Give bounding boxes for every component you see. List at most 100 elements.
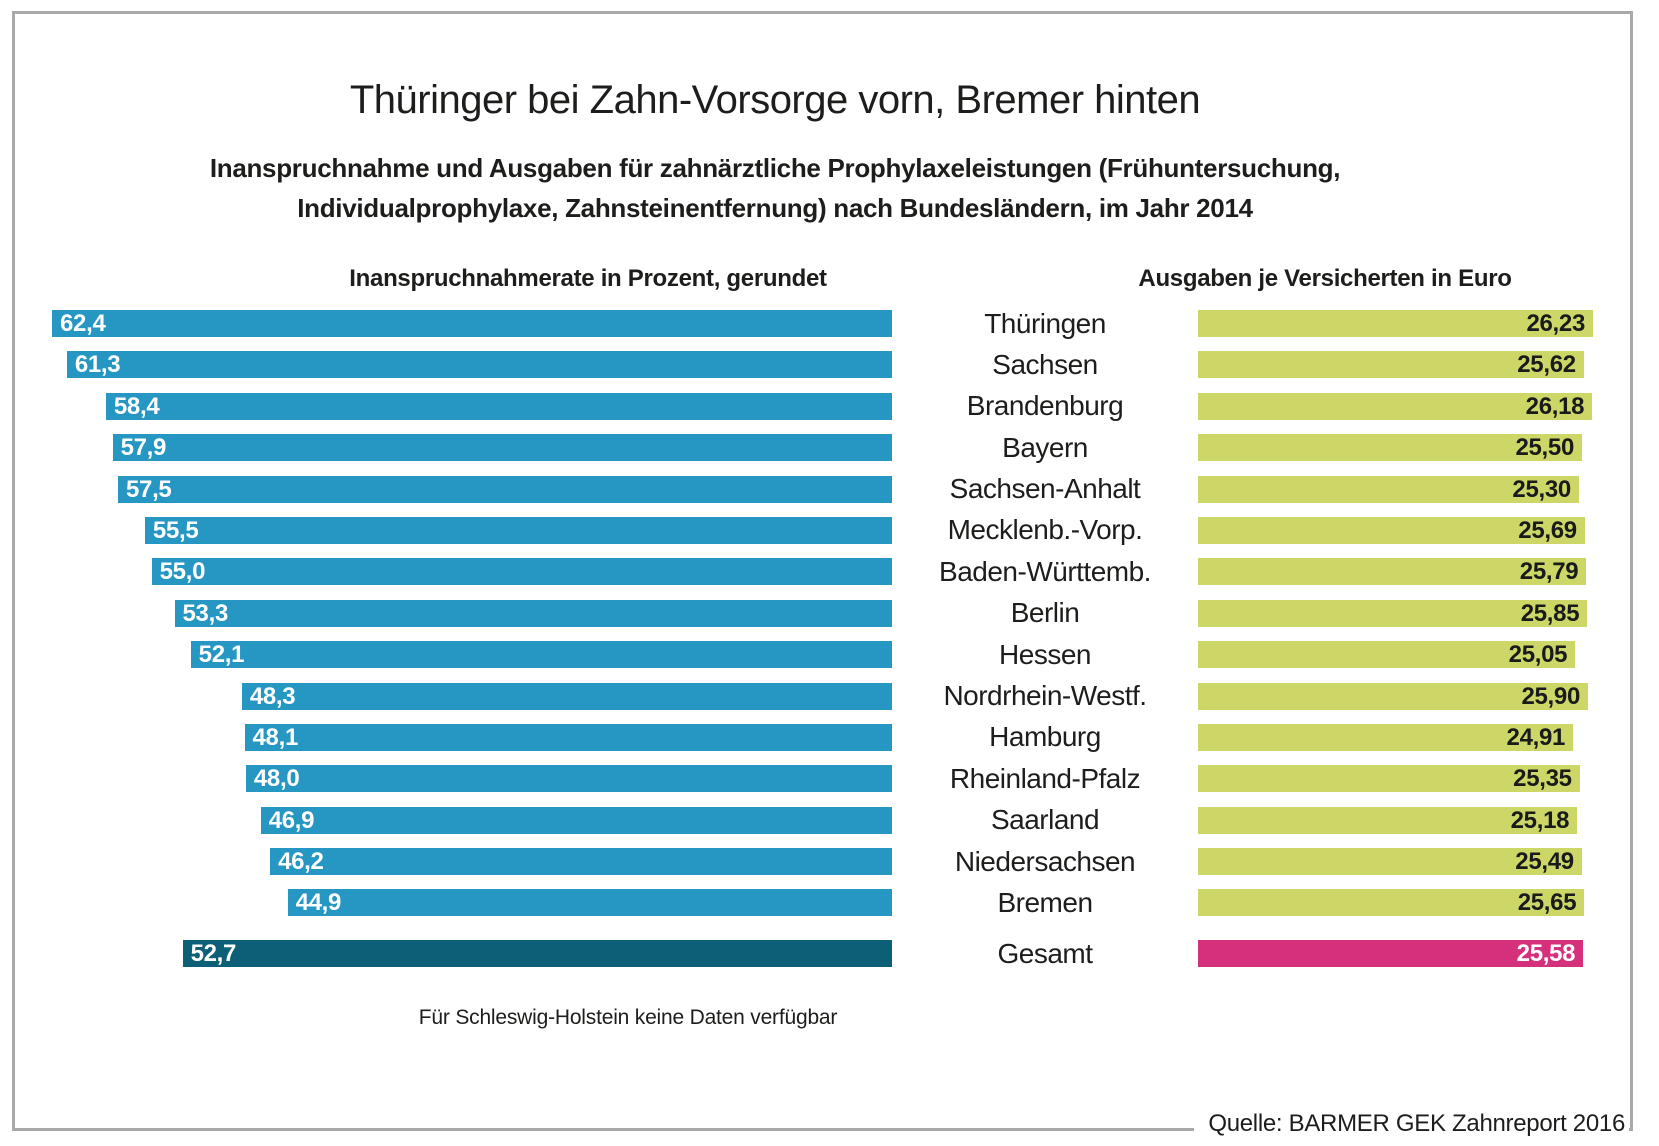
rate-bar: 52,1 <box>190 641 892 669</box>
rate-bar-track: 52,7 <box>52 940 892 968</box>
state-label: Mecklenb.-Vorp. <box>947 514 1143 546</box>
state-label: Rheinland-Pfalz <box>949 762 1141 794</box>
rate-bar-track: 62,4 <box>52 310 892 337</box>
rate-bar-track: 48,1 <box>52 723 892 751</box>
table-row: 61,3 Sachsen 25,62 <box>52 348 1607 380</box>
table-row: 57,5 Sachsen-Anhalt 25,30 <box>52 475 1607 503</box>
bar-rows-container: 62,4 Thüringen 26,23 61,3 Sachsen 25,62 … <box>52 309 1607 982</box>
euro-bar-track: 25,62 <box>1198 351 1593 379</box>
euro-bar: 25,62 <box>1198 351 1584 379</box>
footnote: Für Schleswig-Holstein keine Daten verfü… <box>418 1006 838 1029</box>
euro-bar-track: 25,49 <box>1198 848 1593 876</box>
table-row: 62,4 Thüringen 26,23 <box>52 309 1607 337</box>
euro-value: 24,91 <box>1506 723 1566 751</box>
rate-value: 53,3 <box>182 599 229 627</box>
euro-value: 25,85 <box>1520 599 1580 627</box>
euro-value: 25,65 <box>1517 889 1577 917</box>
euro-bar-track: 25,30 <box>1198 475 1593 503</box>
euro-value: 25,58 <box>1516 940 1576 968</box>
state-label: Berlin <box>1010 597 1080 629</box>
rate-bar: 62,4 <box>52 310 892 337</box>
rate-bar-track: 48,3 <box>52 682 892 710</box>
rate-bar: 58,4 <box>105 392 892 420</box>
rate-bar: 57,5 <box>117 475 892 503</box>
rate-value: 55,5 <box>152 516 199 544</box>
euro-bar-track: 25,18 <box>1198 806 1593 834</box>
euro-bar: 25,49 <box>1198 848 1582 876</box>
euro-bar: 25,85 <box>1198 599 1588 627</box>
table-row: 48,1 Hamburg 24,91 <box>52 723 1607 751</box>
euro-value: 25,35 <box>1513 765 1572 793</box>
rate-bar-track: 46,2 <box>52 848 892 876</box>
chart-subtitle: Inanspruchnahme und Ausgaben für zahnärz… <box>209 148 1341 228</box>
euro-value: 25,90 <box>1521 682 1581 710</box>
table-row: 58,4 Brandenburg 26,18 <box>52 390 1607 422</box>
table-row: 53,3 Berlin 25,85 <box>52 597 1607 629</box>
rate-value: 52,1 <box>198 641 245 669</box>
table-row: 52,7 Gesamt 25,58 <box>52 937 1607 969</box>
rate-bar: 57,9 <box>112 434 892 462</box>
state-label: Bayern <box>1002 431 1088 463</box>
rate-bar-track: 53,3 <box>52 599 892 627</box>
rate-value: 48,1 <box>252 723 299 751</box>
rate-bar: 46,9 <box>260 806 892 834</box>
euro-bar: 25,69 <box>1198 516 1585 544</box>
rate-value: 55,0 <box>159 558 206 586</box>
chart-subtitle-line1: Inanspruchnahme und Ausgaben für zahnärz… <box>209 153 1341 183</box>
rate-bar: 48,3 <box>241 682 892 710</box>
state-label: Nordrhein-Westf. <box>943 680 1147 712</box>
rate-bar-track: 44,9 <box>52 889 892 917</box>
source-credit: Quelle: BARMER GEK Zahnreport 2016 <box>1194 1106 1629 1142</box>
euro-bar-track: 25,79 <box>1198 558 1593 586</box>
rate-bar: 53,3 <box>174 599 892 627</box>
state-label: Gesamt <box>997 937 1093 969</box>
euro-bar: 25,30 <box>1198 475 1579 503</box>
rate-value: 61,3 <box>74 351 121 379</box>
euro-bar-track: 25,58 <box>1198 940 1593 968</box>
euro-bar-track: 25,05 <box>1198 641 1593 669</box>
state-label: Hessen <box>999 638 1091 670</box>
left-axis-header: Inanspruchnahmerate in Prozent, gerundet <box>349 265 827 292</box>
euro-value: 26,18 <box>1525 392 1585 420</box>
euro-bar-track: 25,50 <box>1198 434 1593 462</box>
euro-bar: 25,18 <box>1198 806 1578 834</box>
euro-bar: 25,35 <box>1198 765 1580 793</box>
euro-value: 25,18 <box>1510 806 1570 834</box>
euro-bar-track: 25,35 <box>1198 765 1593 793</box>
rate-value: 46,9 <box>268 806 315 834</box>
euro-bar: 25,50 <box>1198 434 1582 462</box>
chart-title: Thüringer bei Zahn-Vorsorge vorn, Bremer… <box>349 78 1201 122</box>
rate-bar: 48,1 <box>244 723 892 751</box>
euro-value: 25,49 <box>1515 848 1574 876</box>
rate-bar-track: 58,4 <box>52 392 892 420</box>
state-label: Sachsen <box>992 348 1098 380</box>
rate-bar: 55,0 <box>151 558 892 586</box>
rate-bar: 55,5 <box>144 516 892 544</box>
rate-value: 58,4 <box>113 392 160 420</box>
euro-bar: 25,05 <box>1198 641 1576 669</box>
euro-bar: 26,23 <box>1198 310 1593 337</box>
rate-value: 46,2 <box>278 848 324 876</box>
table-row: 46,2 Niedersachsen 25,49 <box>52 847 1607 876</box>
euro-value: 25,62 <box>1517 351 1576 379</box>
rate-value: 48,0 <box>253 765 300 793</box>
table-row: 44,9 Bremen 25,65 <box>52 888 1607 917</box>
rate-value: 48,3 <box>249 682 296 710</box>
rate-bar: 48,0 <box>245 765 892 793</box>
rate-bar-track: 61,3 <box>52 351 892 379</box>
rate-bar-track: 46,9 <box>52 806 892 834</box>
euro-value: 25,79 <box>1519 558 1579 586</box>
table-row: 52,1 Hessen 25,05 <box>52 638 1607 670</box>
euro-value: 26,23 <box>1526 310 1585 337</box>
euro-bar: 25,79 <box>1198 558 1587 586</box>
rate-bar-track: 52,1 <box>52 641 892 669</box>
euro-bar: 25,58 <box>1198 940 1584 968</box>
rate-value: 52,7 <box>190 940 237 968</box>
rate-bar: 44,9 <box>287 889 892 917</box>
table-row: 55,5 Mecklenb.-Vorp. 25,69 <box>52 514 1607 546</box>
state-label: Brandenburg <box>966 390 1124 422</box>
euro-value: 25,05 <box>1508 641 1568 669</box>
rate-bar-track: 48,0 <box>52 765 892 793</box>
euro-value: 25,30 <box>1512 475 1571 503</box>
rate-value: 57,5 <box>125 475 172 503</box>
